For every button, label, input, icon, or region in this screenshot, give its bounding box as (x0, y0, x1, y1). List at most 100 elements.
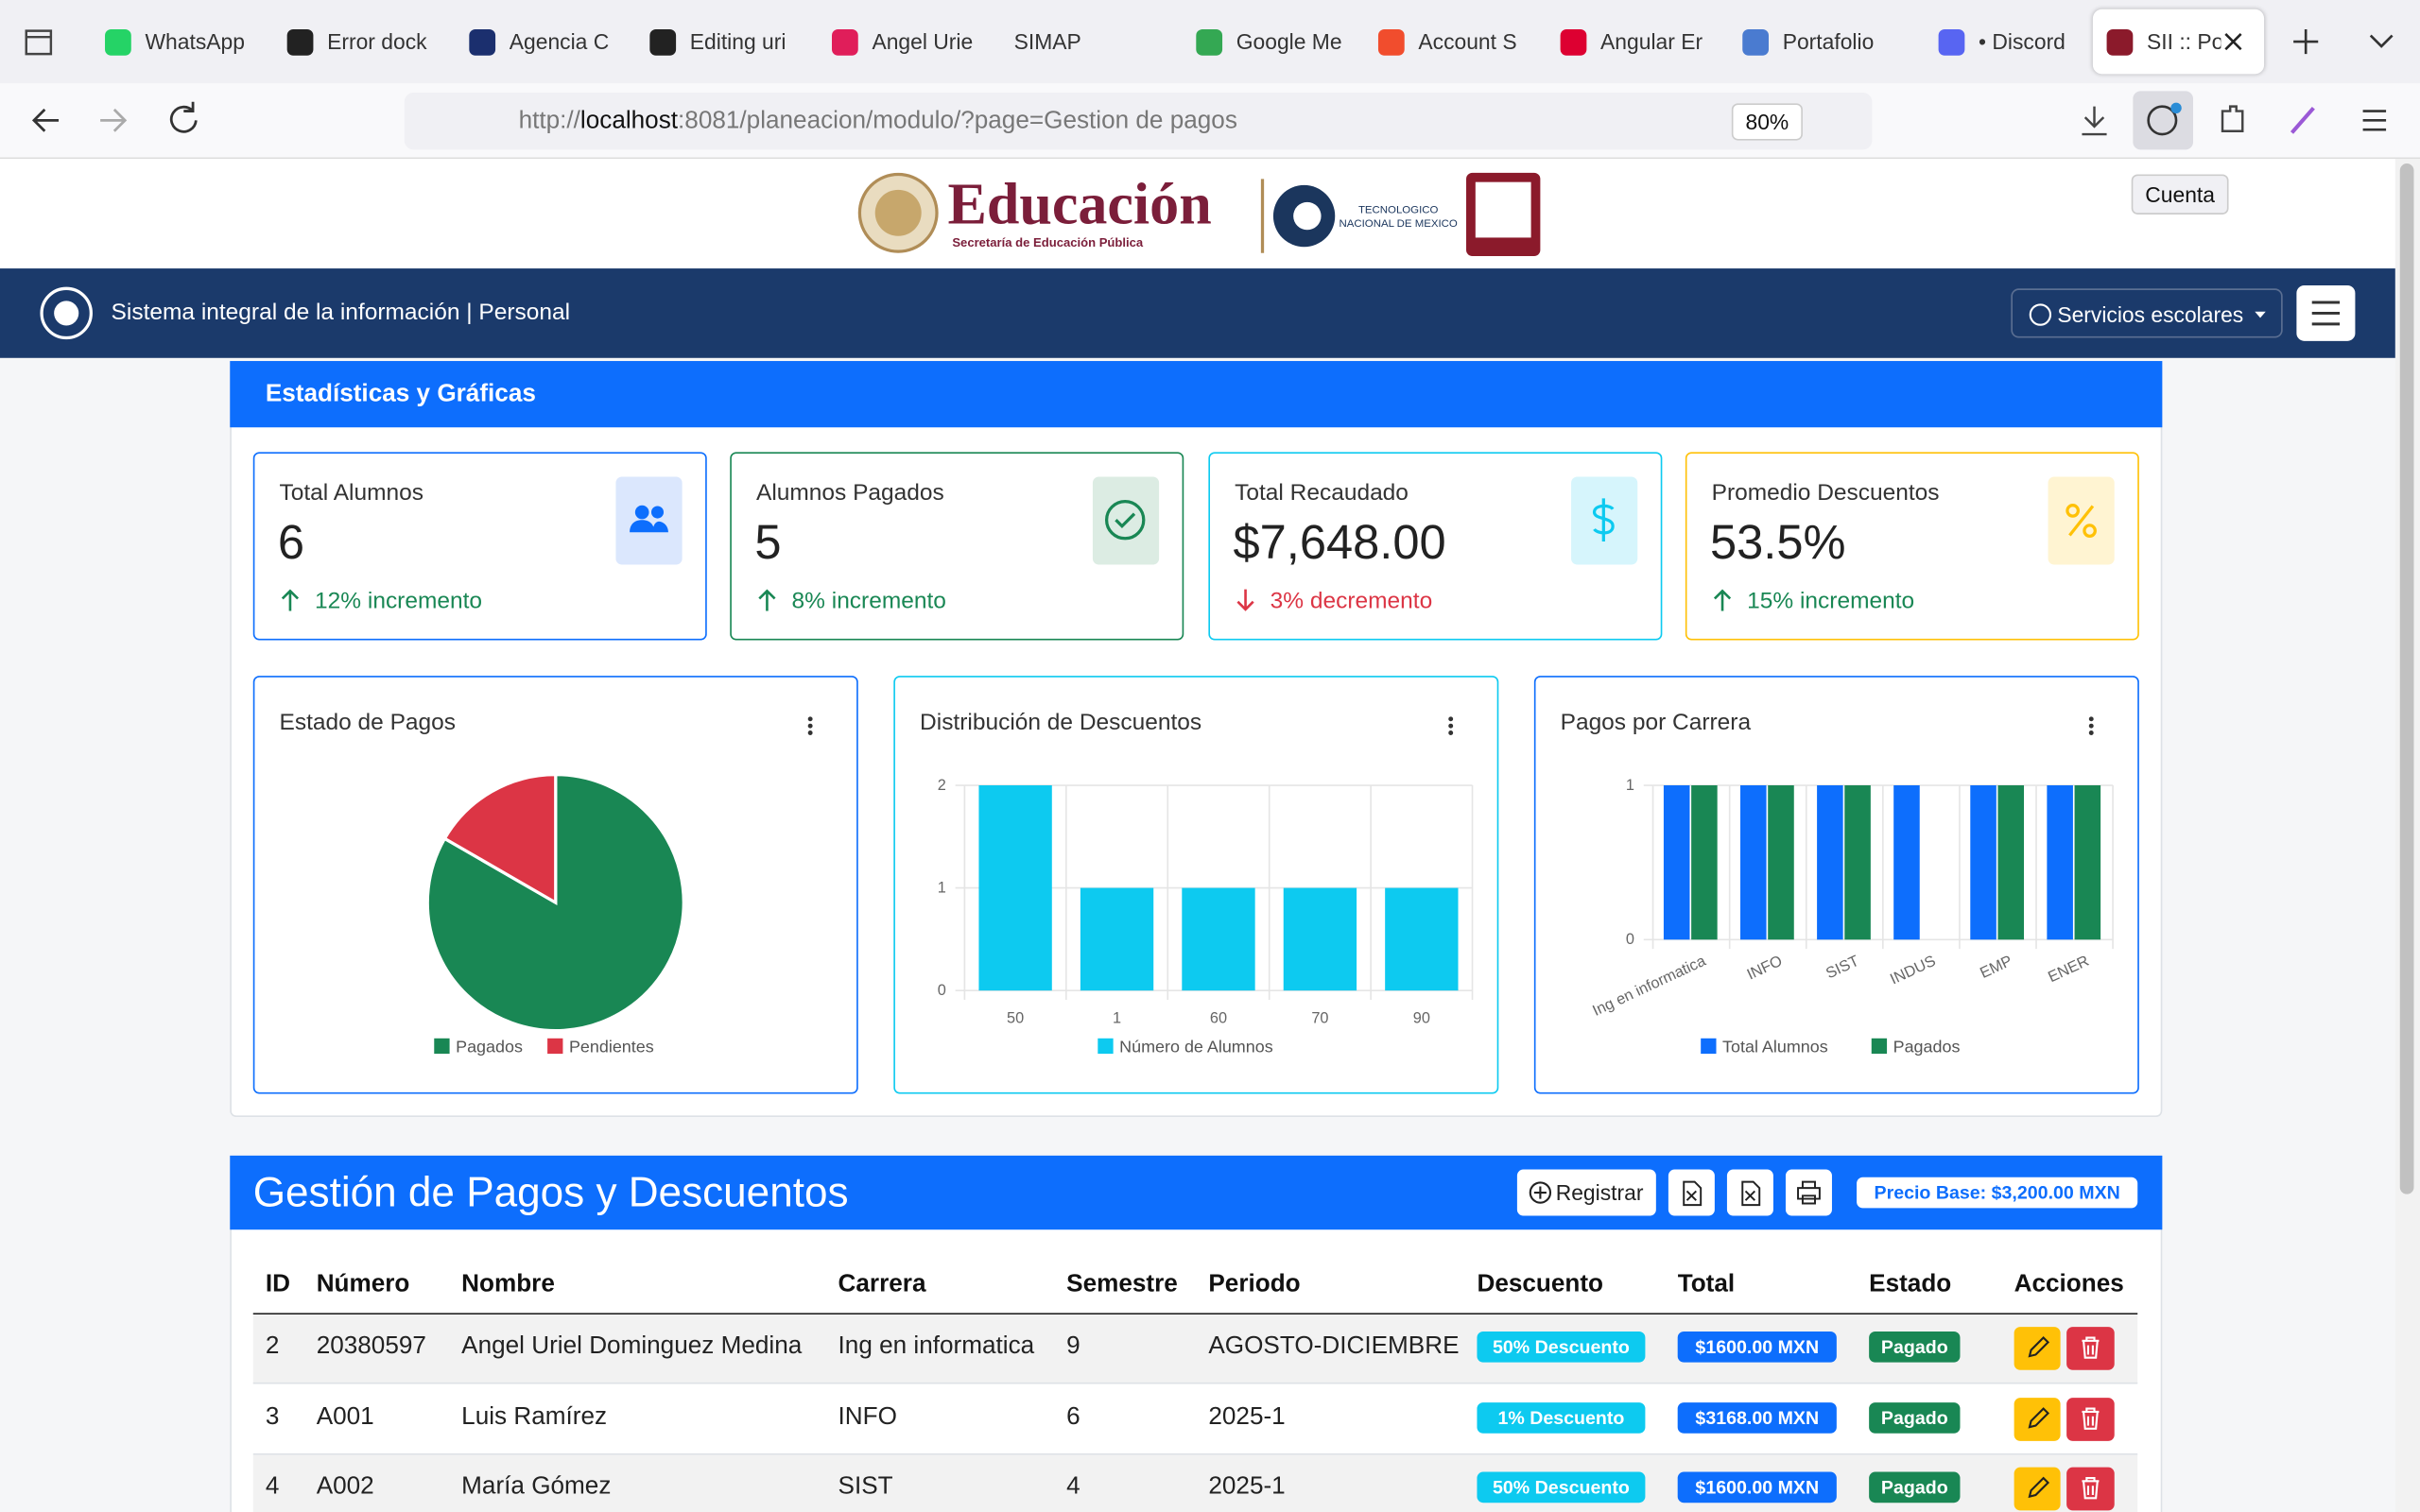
table-cell: INFO (838, 1402, 897, 1430)
navbar-title: Sistema integral de la información | Per… (111, 299, 571, 326)
plus (1533, 1186, 1547, 1199)
delete-button[interactable] (2066, 1327, 2115, 1370)
url-path: :8081/planeacion/modulo/?page=Gestion de… (678, 108, 1237, 135)
kebab-dot (807, 723, 813, 729)
table-title: Gestión de Pagos y Descuentos (252, 1169, 849, 1216)
edit-button[interactable] (2014, 1397, 2061, 1441)
table-cell: 4 (265, 1473, 280, 1500)
tab-close (2224, 32, 2242, 51)
account-dot (2170, 102, 2182, 114)
x-tick-label: 90 (1413, 1009, 1430, 1026)
tab-title[interactable]: Account S (1418, 29, 1517, 55)
icon (2066, 504, 2081, 518)
tab-title[interactable]: WhatsApp (145, 29, 245, 55)
tab-title[interactable]: Agencia C (509, 29, 610, 55)
table-cell: 20380597 (316, 1332, 426, 1360)
trend-arrow-path (1236, 589, 1254, 611)
chart: 0 1 Ing en informatica INFO SIST INDUS EMP ENER… (1590, 716, 2114, 1056)
stat-value: 5 (754, 515, 782, 570)
zoom-badge[interactable]: 80% (1731, 103, 1803, 141)
logo-band (0, 159, 2395, 269)
column-header: Total (1677, 1271, 1736, 1298)
bar (1740, 785, 1767, 940)
x-tick-label: INFO (1744, 953, 1785, 984)
kebab-dot (807, 730, 813, 735)
tab-icon (1377, 29, 1405, 56)
trash (2082, 1336, 2100, 1359)
pie-slice (442, 772, 558, 905)
tab-title[interactable]: Error dock (327, 29, 427, 55)
chart: Pagados Pendientes (425, 716, 813, 1056)
logos (857, 172, 1541, 257)
tab-icon (832, 29, 858, 56)
table-cell: A002 (316, 1473, 374, 1500)
tab-title[interactable]: Portafolio (1782, 29, 1875, 55)
status-badge: $1600.00 MXN (1677, 1471, 1837, 1503)
table-cell: 9 (1066, 1332, 1080, 1360)
edit-icon (2028, 1476, 2050, 1499)
legend-label: Número de Alumnos (1119, 1037, 1273, 1056)
table-cell: 4 (1066, 1473, 1080, 1500)
column-header: Descuento (1477, 1271, 1603, 1298)
column-header: Estado (1869, 1271, 1952, 1298)
bar (2074, 785, 2101, 940)
delete-button[interactable] (2066, 1397, 2115, 1441)
account-icon (2147, 105, 2178, 136)
tab-title[interactable]: SIMAP (1013, 29, 1081, 55)
x-tick-label: 70 (1311, 1009, 1328, 1026)
tab-title[interactable]: SII :: Po (2147, 29, 2221, 55)
export-button[interactable] (1668, 1169, 1715, 1216)
reload-icon (169, 101, 198, 133)
edit-button[interactable] (2014, 1327, 2061, 1370)
table-cell: 6 (1066, 1402, 1080, 1430)
register-button[interactable]: Registrar (1516, 1169, 1656, 1216)
bar (1768, 785, 1794, 940)
trend-arrow (1236, 589, 1254, 611)
tab-title[interactable]: Angel Urie (872, 29, 974, 55)
services-menu[interactable]: Servicios escolares (2011, 288, 2283, 338)
tab-title[interactable]: Angular Er (1600, 29, 1703, 55)
trash (2082, 1477, 2100, 1500)
services-icons (2029, 303, 2266, 326)
bar (1080, 887, 1154, 991)
stat-icon (1592, 498, 1615, 542)
tabs-menu-icon (2369, 34, 2394, 48)
menu-icon (2362, 110, 2387, 131)
download-icon (2082, 106, 2107, 136)
hamburger-button[interactable] (2296, 285, 2356, 341)
tab-title[interactable]: Google Me (1236, 29, 1342, 55)
tab-title[interactable]: Editing uri (689, 29, 786, 55)
icon (1115, 512, 1136, 529)
export-button[interactable] (1726, 1169, 1773, 1216)
table-header: Gestión de Pagos y Descuentos Registrar Pr… (230, 1155, 2163, 1230)
register-icon (1529, 1181, 1552, 1204)
bar (1663, 785, 1690, 940)
tec-gear-inner (1293, 201, 1322, 231)
trend-arrow (1713, 589, 1732, 611)
edit-icon (2028, 1336, 2050, 1358)
base-price-badge: Precio Base: $3,200.00 MXN (1857, 1177, 2138, 1209)
stats-title: Estadísticas y Gráficas (265, 381, 536, 408)
kebab-dot (2088, 730, 2094, 735)
bar (1817, 785, 1843, 940)
edit-button[interactable] (2014, 1467, 2061, 1511)
url-bar[interactable] (404, 92, 1873, 150)
trend-arrow (758, 589, 776, 611)
stat-icon (1104, 499, 1146, 541)
tab-icon (2106, 29, 2134, 56)
trend-arrow-path (758, 589, 776, 611)
icon (1104, 499, 1146, 541)
export-icon (1797, 1180, 1821, 1205)
table-cell: María Gómez (461, 1473, 612, 1500)
export-button[interactable] (1785, 1169, 1832, 1216)
stat-icon-box (2048, 476, 2115, 565)
pencil (2028, 1476, 2050, 1499)
tab-title[interactable]: • Discord (1979, 29, 2066, 55)
delete-button[interactable] (2066, 1467, 2115, 1511)
tec-name: TECNOLOGICO NACIONAL DE MEXICO (1339, 205, 1458, 231)
stat-value: $7,648.00 (1233, 515, 1446, 570)
status-badge: $1600.00 MXN (1677, 1331, 1837, 1363)
url-scheme: http:// (518, 108, 580, 135)
